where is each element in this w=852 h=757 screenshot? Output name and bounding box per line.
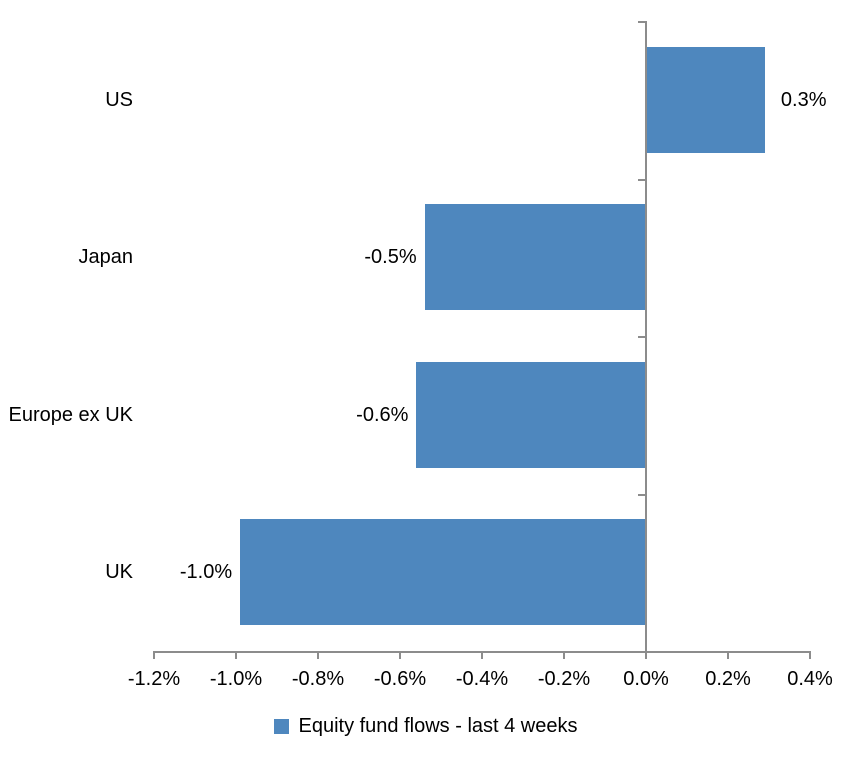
category-axis-tick (638, 336, 645, 338)
category-label: Japan (78, 246, 134, 269)
category-label: Europe ex UK (8, 403, 133, 426)
value-axis-tick (563, 651, 565, 659)
value-axis-tick-label: 0.0% (623, 668, 669, 690)
data-label: 0.3% (780, 88, 827, 111)
legend-marker-icon (274, 719, 290, 734)
value-axis-tick-label: -1.2% (127, 668, 181, 690)
legend: Equity fund flows - last 4 weeks (0, 715, 852, 739)
data-label: -0.5% (364, 246, 417, 269)
bar (424, 204, 646, 311)
category-axis-tick (638, 493, 645, 496)
value-axis-tick (317, 651, 319, 659)
category-axis-line (645, 21, 647, 653)
category-label: US (105, 88, 133, 111)
value-axis-tick (809, 651, 811, 659)
category-axis-tick (638, 21, 645, 23)
value-axis-tick-label: 0.2% (705, 668, 751, 690)
value-axis-tick-label: -0.8% (291, 668, 345, 690)
bar (416, 361, 646, 468)
value-axis-tick-label: -1.0% (209, 668, 263, 690)
value-axis-tick (235, 651, 237, 659)
bar (240, 519, 646, 626)
value-axis-tick-label: -0.4% (455, 668, 509, 690)
value-axis-tick (645, 651, 647, 659)
value-axis-tick (727, 651, 729, 659)
category-axis-tick (638, 178, 645, 181)
value-axis-tick (153, 651, 155, 659)
legend-label: Equity fund flows - last 4 weeks (298, 715, 578, 737)
value-axis-tick-label: 0.4% (787, 668, 833, 690)
bar (646, 46, 765, 153)
data-label: -0.6% (356, 403, 409, 426)
value-axis-tick (481, 651, 483, 659)
value-axis-tick-label: -0.2% (537, 668, 591, 690)
category-label: UK (105, 561, 133, 584)
value-axis-tick (399, 651, 401, 659)
data-label: -1.0% (179, 561, 233, 584)
value-axis-tick-label: -0.6% (373, 668, 427, 690)
